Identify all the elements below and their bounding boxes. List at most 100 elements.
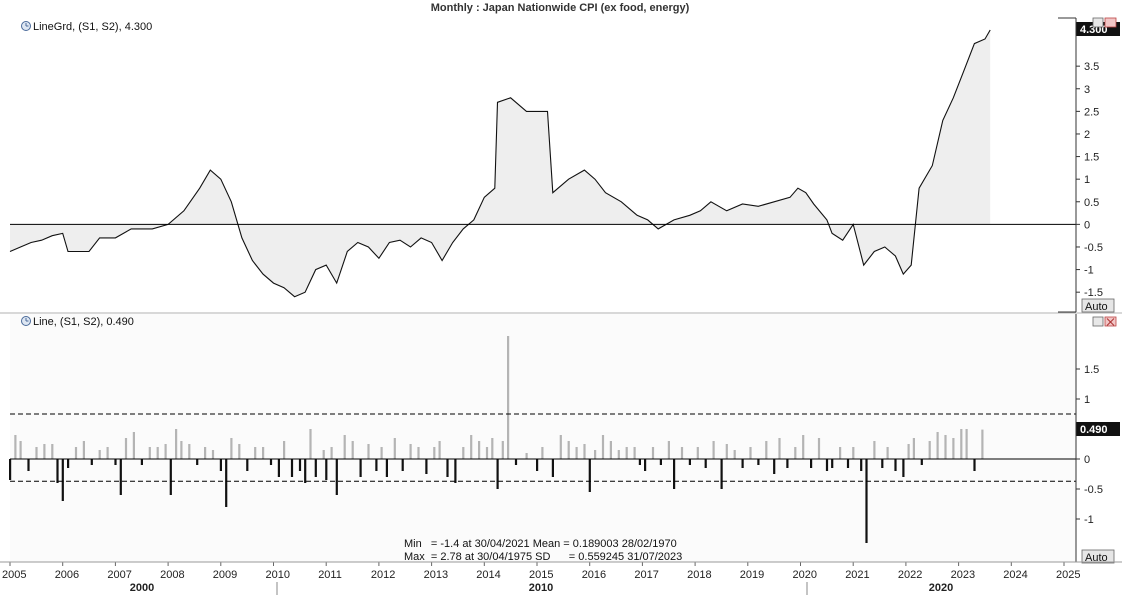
legend-lower[interactable]: Line, (S1, S2), 0.490	[21, 316, 134, 328]
minimize-icon[interactable]	[1092, 316, 1104, 327]
lower-panel: 1.510.50-0.5-1 Line, (S1, S2), 0.490 0.4…	[9, 314, 1120, 564]
x-tick-label: 2015	[529, 569, 553, 581]
bar	[651, 447, 655, 459]
bar	[478, 441, 481, 459]
bar	[393, 438, 396, 459]
bar	[638, 459, 641, 465]
bar	[283, 441, 286, 459]
bar	[148, 447, 151, 459]
bar	[825, 459, 829, 471]
bar	[659, 459, 662, 465]
last-value-badge-lower: 0.490	[1076, 422, 1120, 436]
bar	[351, 441, 354, 459]
bar	[211, 450, 215, 459]
bar	[330, 447, 333, 459]
bar	[175, 429, 178, 459]
x-tick-label: 2022	[898, 569, 922, 581]
y-tick-label: 2	[1084, 129, 1090, 141]
bar	[156, 447, 159, 459]
x-tick-label: 2017	[634, 569, 658, 581]
bar	[19, 441, 22, 459]
bar	[417, 447, 420, 459]
x-tick-label: 2005	[2, 569, 26, 581]
x-tick-label: 2024	[1003, 569, 1027, 581]
bar	[725, 444, 728, 459]
minimize-icon[interactable]	[1092, 17, 1104, 28]
bar	[56, 459, 59, 483]
bar	[438, 441, 441, 459]
y-tick-label: -1	[1084, 514, 1094, 526]
bar	[124, 438, 128, 459]
bar	[846, 459, 850, 468]
bar	[61, 459, 64, 501]
bar	[810, 459, 813, 468]
bar	[335, 459, 338, 495]
bar	[912, 438, 915, 459]
bar	[802, 435, 805, 459]
close-icon[interactable]	[1104, 17, 1117, 28]
x-tick-label: 2020	[793, 569, 817, 581]
bar	[433, 447, 436, 459]
auto-button-upper[interactable]: Auto	[1081, 298, 1115, 313]
lower-y-axis: 1.510.50-0.5-1	[1076, 364, 1103, 526]
bar	[894, 459, 897, 471]
y-tick-label: 0.5	[1084, 197, 1099, 209]
bar	[367, 444, 370, 459]
x-tick-label: 2009	[213, 569, 237, 581]
bar	[425, 459, 428, 474]
y-tick-label: 0	[1084, 454, 1090, 466]
bar	[778, 438, 781, 459]
bar	[98, 450, 101, 459]
bar	[873, 441, 876, 459]
bar	[67, 459, 70, 468]
stats-line-1: Min = -1.4 at 30/04/2021 Mean = 0.189003…	[404, 538, 677, 550]
bar	[749, 447, 752, 459]
x-tick-label: 2016	[582, 569, 606, 581]
bar	[343, 435, 346, 459]
x-tick-label: 2007	[107, 569, 131, 581]
bar	[507, 336, 510, 459]
bar	[514, 459, 518, 465]
stats-line-2: Max = 2.78 at 30/04/1975 SD = 0.559245 3…	[404, 551, 682, 563]
bar	[380, 447, 383, 459]
x-tick-label: 2011	[318, 569, 342, 581]
bar	[633, 447, 636, 459]
y-tick-label: 3.5	[1084, 61, 1099, 73]
panel-buttons-lower[interactable]	[1092, 316, 1117, 327]
x-tick-label: 2018	[687, 569, 711, 581]
bar	[757, 459, 760, 465]
area-fill	[10, 30, 991, 297]
bar	[907, 444, 910, 459]
bar	[609, 441, 612, 459]
x-tick-label: 2014	[476, 569, 500, 581]
bar	[536, 459, 539, 471]
legend-label-lower: Line, (S1, S2), 0.490	[33, 316, 134, 328]
bar	[470, 435, 473, 459]
bar	[936, 432, 939, 459]
legend-upper[interactable]: LineGrd, (S1, S2), 4.300	[21, 21, 153, 33]
bar	[617, 450, 620, 459]
bar-series	[9, 336, 984, 543]
bar	[375, 459, 378, 471]
bar	[359, 459, 362, 477]
bar	[960, 429, 963, 459]
bar	[786, 459, 789, 468]
bar	[309, 429, 312, 459]
y-tick-label: 1	[1084, 174, 1090, 186]
y-tick-label: 1	[1084, 394, 1090, 406]
bar	[644, 459, 647, 471]
bar	[290, 459, 294, 477]
bar	[322, 450, 325, 459]
panel-buttons-upper[interactable]	[1092, 17, 1117, 28]
legend-label-upper: LineGrd, (S1, S2), 4.300	[33, 21, 152, 33]
y-tick-label: -0.5	[1084, 242, 1103, 254]
bar	[204, 447, 207, 459]
bar	[90, 459, 93, 465]
bar	[839, 447, 842, 459]
bar	[551, 459, 554, 477]
x-tick-label: 2008	[160, 569, 184, 581]
auto-button-lower[interactable]: Auto	[1081, 549, 1115, 564]
bar	[625, 447, 628, 459]
bar	[485, 447, 489, 459]
bar	[230, 438, 233, 459]
